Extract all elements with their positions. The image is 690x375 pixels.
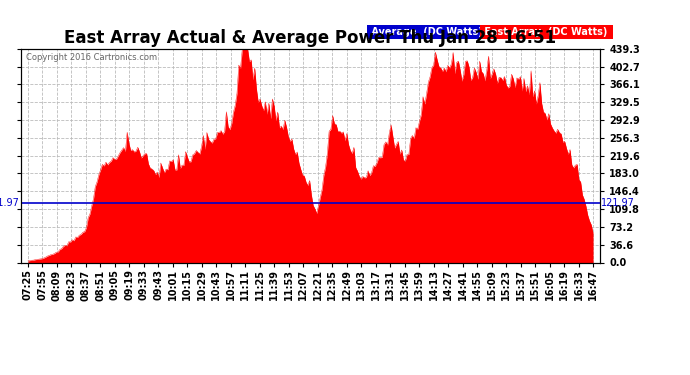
Text: 121.97: 121.97	[601, 198, 635, 208]
Text: East Array  (DC Watts): East Array (DC Watts)	[482, 27, 611, 37]
Text: 121.97: 121.97	[0, 198, 20, 208]
Text: Copyright 2016 Cartronics.com: Copyright 2016 Cartronics.com	[26, 53, 157, 62]
Text: Average  (DC Watts): Average (DC Watts)	[368, 27, 486, 37]
Title: East Array Actual & Average Power Thu Jan 28 16:51: East Array Actual & Average Power Thu Ja…	[64, 29, 557, 47]
